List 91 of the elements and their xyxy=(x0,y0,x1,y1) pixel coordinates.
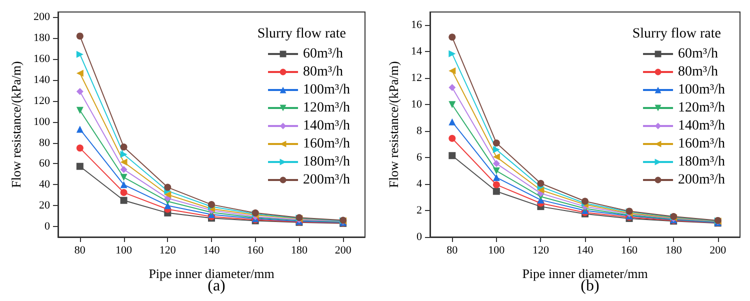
point xyxy=(448,118,456,126)
point xyxy=(120,196,128,204)
legend-label: 100m³/h xyxy=(303,82,350,98)
y-tick-label: 200 xyxy=(34,11,50,24)
text: (b) xyxy=(580,278,600,294)
legend-label: 200m³/h xyxy=(678,172,726,188)
legend-label: 80m³/h xyxy=(678,64,718,80)
y-axis-title: Flow resistance/(kPa/m) xyxy=(8,61,24,188)
y-tick-label: 180 xyxy=(34,32,50,44)
point xyxy=(76,50,84,58)
y-tick-label: 80 xyxy=(39,136,50,149)
x-tick-label: 80 xyxy=(74,244,86,256)
y-tick-label: 120 xyxy=(34,94,50,107)
point xyxy=(76,126,84,133)
y-tick-label: 8 xyxy=(416,125,422,138)
y-tick-label: 12 xyxy=(411,72,422,84)
y-tick-label: 20 xyxy=(39,200,50,212)
legend-label: 200m³/h xyxy=(303,172,350,188)
point xyxy=(448,152,456,160)
y-tick-label: 4 xyxy=(416,178,422,190)
point xyxy=(492,146,500,154)
point xyxy=(120,158,128,166)
x-tick-label: 200 xyxy=(710,244,727,256)
legend-label: 160m³/h xyxy=(303,136,350,152)
legend-title: Slurry flow rate xyxy=(257,26,346,42)
point xyxy=(448,134,456,142)
point xyxy=(537,180,544,187)
legend-label: 60m³/h xyxy=(678,46,718,62)
y-tick-label: 2 xyxy=(416,204,422,217)
point xyxy=(448,34,456,41)
point xyxy=(492,167,500,174)
y-tick-label: 100 xyxy=(34,116,50,128)
y-tick-label: 6 xyxy=(416,152,422,164)
legend-label: 140m³/h xyxy=(678,118,726,134)
x-tick-label: 160 xyxy=(247,244,264,256)
x-tick-label: 100 xyxy=(116,244,133,256)
y-tick-label: 14 xyxy=(411,46,422,58)
y-tick-label: 140 xyxy=(34,74,50,86)
point xyxy=(76,88,84,96)
legend-label: 60m³/h xyxy=(303,46,344,62)
y-tick-label: 0 xyxy=(44,220,50,233)
point xyxy=(120,144,128,150)
y-tick-label: 16 xyxy=(411,19,422,32)
point xyxy=(120,181,128,188)
y-tick-label: 0 xyxy=(416,231,422,243)
point xyxy=(76,144,84,152)
point xyxy=(120,174,128,181)
point xyxy=(492,174,500,181)
legend-label: 180m³/h xyxy=(303,154,350,170)
legend-label: 80m³/h xyxy=(303,64,344,80)
legend-label: 100m³/h xyxy=(678,82,726,98)
point xyxy=(492,188,500,195)
point xyxy=(448,84,456,91)
y-tick-label: 60 xyxy=(39,158,50,170)
x-tick-label: 120 xyxy=(159,244,176,256)
legend-title: Slurry flow rate xyxy=(632,26,722,42)
x-tick-label: 180 xyxy=(665,244,682,256)
point xyxy=(164,184,172,191)
point xyxy=(448,50,456,58)
point xyxy=(492,140,500,147)
x-tick-label: 100 xyxy=(488,244,506,256)
y-tick-label: 10 xyxy=(411,98,422,111)
x-tick-label: 180 xyxy=(290,244,308,256)
y-axis-title: Flow resistance/(kPa/m) xyxy=(386,61,402,188)
x-tick-label: 200 xyxy=(334,244,352,256)
point xyxy=(492,153,500,160)
x-tick-label: 140 xyxy=(203,244,220,256)
point xyxy=(120,150,128,158)
point xyxy=(448,101,456,108)
legend-label: 120m³/h xyxy=(303,100,350,116)
point xyxy=(537,186,544,194)
legend-label: 140m³/h xyxy=(303,118,350,134)
point xyxy=(492,160,500,168)
point xyxy=(76,70,84,77)
x-tick-label: 120 xyxy=(532,244,550,256)
legend-label: 180m³/h xyxy=(678,154,726,170)
x-tick-label: 80 xyxy=(446,244,458,256)
point xyxy=(164,191,172,198)
point xyxy=(120,166,128,173)
point xyxy=(492,181,500,188)
x-tick-label: 140 xyxy=(576,244,594,256)
y-tick-label: 160 xyxy=(34,53,50,66)
point xyxy=(448,67,456,74)
legend-label: 120m³/h xyxy=(678,100,726,116)
y-tick-label: 40 xyxy=(39,178,50,191)
point xyxy=(120,189,128,196)
point xyxy=(76,32,84,40)
point xyxy=(76,162,84,170)
point xyxy=(76,106,84,114)
x-tick-label: 160 xyxy=(621,244,638,256)
legend-label: 160m³/h xyxy=(678,136,726,152)
